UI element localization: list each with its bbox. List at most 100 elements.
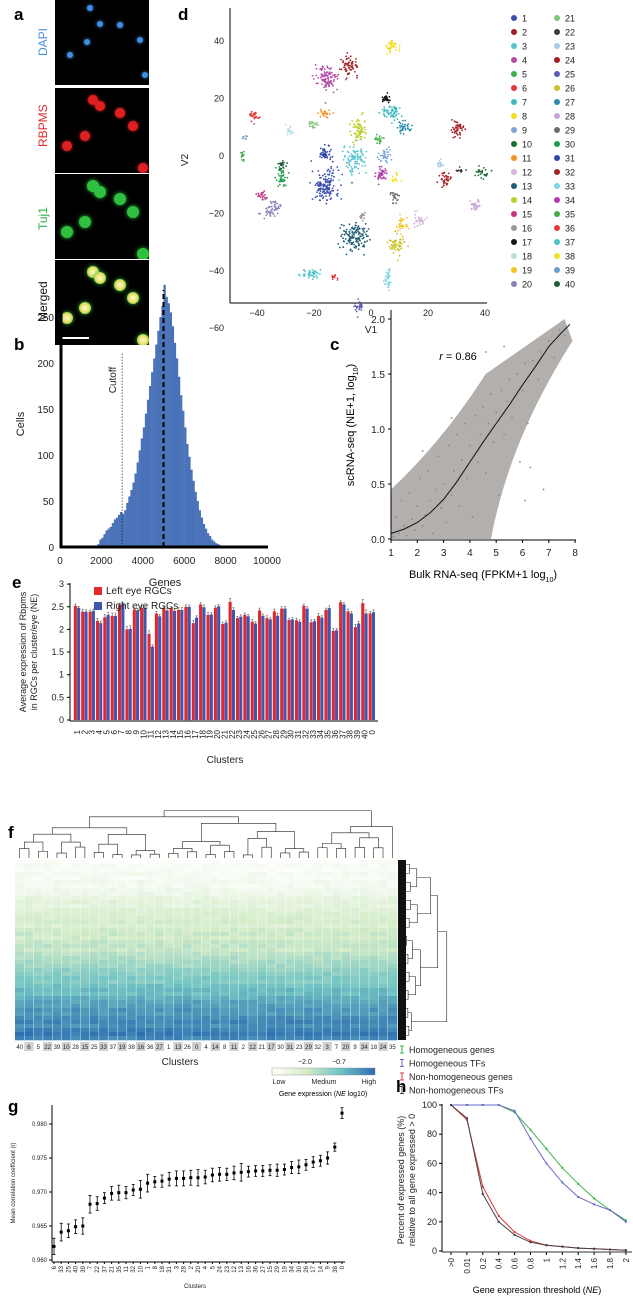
f-heatmap-cell: [24, 932, 34, 937]
f-heatmap-cell: [80, 984, 90, 989]
f-heatmap-cell: [359, 1000, 370, 1005]
f-heatmap-cell: [247, 1036, 258, 1041]
f-heatmap-cell: [98, 1012, 109, 1017]
d-point-cluster-2: [354, 70, 356, 73]
d-point-cluster-24: [456, 126, 459, 129]
f-heatmap-cell: [247, 948, 258, 953]
d-point-cluster-13: [355, 240, 358, 243]
d-legend-label: 32: [565, 168, 575, 178]
d-legend-marker-27: [554, 99, 560, 105]
d-point-cluster-33: [385, 280, 388, 282]
f-heatmap-cell: [331, 1028, 342, 1033]
f-heatmap-cell: [313, 948, 323, 953]
d-point-cluster-13: [362, 229, 365, 232]
f-heatmap-cell: [387, 952, 398, 957]
d-point-cluster-23: [439, 161, 442, 164]
g-data-point: [52, 1244, 56, 1248]
d-point-cluster-30: [282, 180, 284, 182]
d-point-cluster-36: [336, 279, 339, 281]
f-heatmap-cell: [303, 904, 314, 909]
d-point-cluster-20: [274, 200, 277, 203]
f-heatmap-cell: [238, 1028, 249, 1033]
f-heatmap-cell: [219, 936, 230, 941]
d-point-cluster-24: [455, 124, 458, 127]
f-heatmap-cell: [136, 936, 146, 941]
f-heatmap-cell: [136, 964, 146, 969]
f-heatmap-cell: [136, 980, 146, 985]
d-point-cluster-3: [350, 166, 352, 168]
f-heatmap-cell: [238, 956, 249, 961]
d-legend-label: 7: [522, 98, 527, 108]
d-point-cluster-4: [334, 76, 337, 78]
f-heatmap-cell: [387, 864, 398, 869]
f-heatmap-cell: [117, 924, 128, 929]
c-data-point: [426, 469, 429, 472]
f-top-dendrogram-branch: [317, 847, 328, 858]
d-point-cluster-37: [310, 274, 313, 277]
d-point-cluster-26: [390, 246, 393, 249]
e-bar-left: [103, 617, 107, 720]
f-heatmap-cell: [89, 1032, 100, 1037]
f-heatmap-cell: [285, 868, 295, 873]
d-point-cluster-24: [453, 120, 456, 123]
f-heatmap-cell: [369, 980, 379, 985]
f-heatmap-cell: [98, 880, 109, 885]
f-top-dendrogram-branch: [350, 826, 393, 858]
f-heatmap-cell: [285, 936, 295, 941]
d-point-cluster-32: [443, 176, 446, 178]
b-histogram-bar: [171, 326, 175, 547]
f-heatmap-cell: [136, 1008, 146, 1013]
f-heatmap-cell: [350, 1016, 361, 1021]
e-bar-right: [158, 616, 162, 720]
f-heatmap-cell: [331, 868, 342, 873]
f-heatmap-cell: [322, 1020, 333, 1025]
d-point-cluster-7: [395, 113, 398, 116]
f-heatmap-cell: [275, 956, 286, 961]
d-point-cluster-1: [326, 179, 328, 181]
f-heatmap-cell: [42, 1024, 53, 1029]
f-heatmap-cell: [52, 944, 62, 949]
f-heatmap-cell: [359, 1036, 370, 1041]
d-point-cluster-34: [374, 172, 377, 175]
d-point-cluster-28: [473, 209, 476, 211]
f-heatmap-cell: [378, 860, 388, 865]
d-point-cluster-14: [355, 120, 358, 123]
f-heatmap-cell: [108, 936, 118, 941]
micrograph-merged: [55, 260, 149, 345]
f-heatmap-cell: [33, 884, 44, 889]
d-point-cluster-3: [350, 153, 353, 156]
f-heatmap-cell: [117, 940, 128, 945]
d-legend-marker-13: [511, 183, 517, 189]
d-point-cluster-11: [322, 113, 325, 116]
d-point-cluster-4: [322, 74, 325, 77]
f-heatmap-cell: [275, 1036, 286, 1041]
f-heatmap-cell: [303, 912, 314, 917]
d-legend-label: 40: [565, 280, 575, 290]
g-x-tick-label: 7: [88, 1265, 94, 1269]
f-heatmap-cell: [201, 936, 211, 941]
d-point-cluster-23: [437, 162, 439, 165]
cell-blob: [137, 37, 143, 43]
f-heatmap-cell: [33, 1032, 44, 1037]
d-point-cluster-7: [378, 111, 381, 114]
d-point-cluster-31: [323, 143, 326, 146]
b-histogram-bar: [167, 303, 170, 547]
f-heatmap-cell: [210, 916, 221, 921]
cell-blob: [117, 22, 123, 28]
f-heatmap-cell: [164, 1000, 174, 1005]
d-point-cluster-14: [363, 131, 366, 134]
e-x-tick-label: 32: [301, 729, 310, 738]
f-heatmap-cell: [359, 924, 370, 929]
f-heatmap-cell: [192, 896, 202, 901]
d-point-cluster-15: [261, 196, 264, 199]
f-heatmap-cell: [173, 928, 184, 933]
d-point-cluster-1: [326, 184, 329, 187]
e-y-tick-label: 2: [59, 624, 64, 634]
d-point-cluster-4: [320, 75, 323, 78]
f-column-label: 14: [212, 1045, 219, 1051]
f-heatmap-cell: [89, 928, 100, 933]
d-point-cluster-1: [333, 175, 335, 178]
d-point-cluster-4: [320, 69, 323, 72]
e-x-tick-label: 34: [316, 729, 325, 738]
f-heatmap-cell: [154, 976, 165, 981]
